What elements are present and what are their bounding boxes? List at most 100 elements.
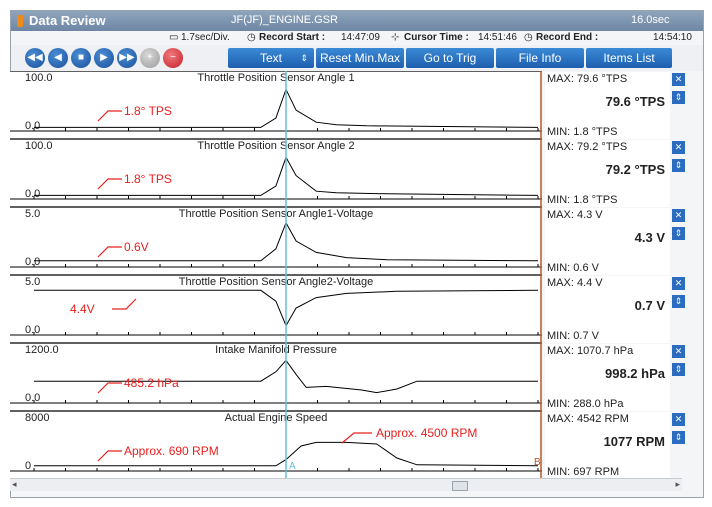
division-icon: ▭: [169, 32, 179, 43]
annotation-arrow: [97, 382, 122, 394]
panel-ymin-label: 0.0: [25, 392, 40, 404]
text-dropdown-label: Text: [259, 51, 282, 65]
annotation-label: Approx. 4500 RPM: [376, 426, 477, 440]
signal-trace: [34, 441, 539, 467]
reorder-item-icon[interactable]: ⇕: [672, 295, 685, 308]
annotation-label: 1.8° TPS: [124, 104, 172, 118]
annotation-label: 1.8° TPS: [124, 172, 172, 186]
panel-ymin-label: 0.0: [25, 256, 40, 268]
current-value: 4.3 V: [634, 230, 665, 245]
panel-ymin-label: 0: [25, 460, 31, 472]
clock-end-icon: ◷: [524, 32, 533, 43]
panel-title: Intake Manifold Pressure: [215, 344, 337, 356]
toolbar: ◀◀ ◀ ■ ▶ ▶▶ + − Text ⇕ Reset Min.Max Go …: [11, 45, 703, 71]
annotation-label: 4.4V: [70, 302, 95, 316]
remove-item-icon[interactable]: ✕: [672, 141, 685, 154]
panel-ymax-label: 5.0: [25, 208, 40, 220]
panel-ymax-label: 100.0: [25, 140, 53, 152]
clock-icon: ◷: [247, 32, 256, 43]
scroll-left-icon[interactable]: ◂: [12, 479, 17, 489]
cursor-marker-a: A: [289, 461, 296, 472]
fast-forward-icon[interactable]: ▶▶: [117, 48, 137, 68]
app-icon: [17, 15, 23, 27]
reorder-item-icon[interactable]: ⇕: [672, 431, 685, 444]
panel-ymin-label: 0.0: [25, 324, 40, 336]
record-info-bar: ▭ 1.7sec/Div. ◷ Record Start : 14:47:09 …: [11, 31, 703, 45]
signal-trace: [34, 289, 539, 327]
panel-ymax-label: 8000: [25, 412, 49, 424]
panel-title: Throttle Position Sensor Angle1-Voltage: [179, 208, 373, 220]
record-start-label: Record Start :: [259, 32, 326, 43]
remove-item-icon[interactable]: ✕: [672, 277, 685, 290]
max-value: MAX: 4.3 V: [547, 209, 603, 221]
cursor-icon: ⊹: [391, 32, 400, 43]
record-duration: 16.0sec: [631, 14, 670, 26]
remove-item-icon[interactable]: ✕: [672, 413, 685, 426]
max-value: MAX: 4542 RPM: [547, 413, 629, 425]
max-value: MAX: 79.6 °TPS: [547, 73, 628, 85]
panel-ymax-label: 100.0: [25, 72, 53, 84]
remove-item-icon[interactable]: ✕: [672, 209, 685, 222]
data-graph-area[interactable]: 100.0 0.0 Throttle Position Sensor Angle 1…: [10, 71, 542, 481]
zoom-out-icon[interactable]: −: [163, 48, 183, 68]
window-title: Data Review: [29, 13, 106, 28]
panel-title: Throttle Position Sensor Angle 1: [197, 72, 354, 84]
reorder-item-icon[interactable]: ⇕: [672, 91, 685, 104]
step-back-icon[interactable]: ◀: [48, 48, 68, 68]
file-name: JF(JF)_ENGINE.GSR: [231, 14, 338, 26]
scroll-thumb[interactable]: [452, 481, 468, 491]
remove-item-icon[interactable]: ✕: [672, 345, 685, 358]
min-value: MIN: 0.6 V: [547, 262, 599, 274]
reorder-item-icon[interactable]: ⇕: [672, 159, 685, 172]
annotation-arrow: [97, 178, 122, 190]
max-value: MAX: 79.2 °TPS: [547, 141, 628, 153]
panel-ymax-label: 5.0: [25, 276, 40, 288]
current-value: 79.2 °TPS: [605, 162, 665, 177]
signal-trace: [34, 221, 539, 262]
min-value: MIN: 0.7 V: [547, 330, 599, 342]
go-to-trig-button[interactable]: Go to Trig: [406, 48, 494, 68]
reset-minmax-button[interactable]: Reset Min.Max: [316, 48, 404, 68]
items-list-button[interactable]: Items List: [586, 48, 672, 68]
file-info-button[interactable]: File Info: [496, 48, 584, 68]
panel-ymax-label: 1200.0: [25, 344, 59, 356]
value-panel: MAX: 79.6 °TPS 79.6 °TPS MIN: 1.8 °TPS: [545, 72, 670, 139]
panel-title: Actual Engine Speed: [225, 412, 328, 424]
reorder-item-icon[interactable]: ⇕: [672, 363, 685, 376]
annotation-label: 485.2 hPa: [124, 376, 179, 390]
remove-item-icon[interactable]: ✕: [672, 73, 685, 86]
annotation-label: Approx. 690 RPM: [124, 444, 219, 458]
cursor-time-value: 14:51:46: [478, 32, 517, 43]
min-value: MIN: 1.8 °TPS: [547, 126, 618, 138]
rewind-icon[interactable]: ◀◀: [25, 48, 45, 68]
time-division: 1.7sec/Div.: [181, 32, 230, 43]
scroll-right-icon[interactable]: ▸: [675, 479, 680, 489]
current-value: 1077 RPM: [603, 434, 665, 449]
annotation-label: 0.6V: [124, 240, 149, 254]
play-icon[interactable]: ▶: [94, 48, 114, 68]
value-panel: MAX: 4.3 V 4.3 V MIN: 0.6 V: [545, 208, 670, 275]
text-dropdown[interactable]: Text ⇕: [228, 48, 314, 68]
min-value: MIN: 1.8 °TPS: [547, 194, 618, 206]
dropdown-arrow-icon: ⇕: [300, 53, 308, 63]
current-value: 998.2 hPa: [605, 366, 665, 381]
annotation-arrow: [97, 110, 122, 122]
annotation-arrow: [97, 246, 122, 258]
annotation-arrow: [341, 432, 372, 444]
reorder-item-icon[interactable]: ⇕: [672, 227, 685, 240]
horizontal-scrollbar[interactable]: ◂ ▸: [10, 478, 682, 491]
value-panel: MAX: 4542 RPM 1077 RPM MIN: 697 RPM: [545, 412, 670, 479]
signal-trace: [34, 156, 539, 196]
cursor-time-label: Cursor Time :: [404, 32, 469, 43]
annotation-arrow: [112, 298, 137, 310]
zoom-in-icon[interactable]: +: [140, 48, 160, 68]
title-bar: Data Review JF(JF)_ENGINE.GSR 16.0sec: [11, 11, 703, 31]
max-value: MAX: 4.4 V: [547, 277, 603, 289]
stop-icon[interactable]: ■: [71, 48, 91, 68]
current-value: 0.7 V: [634, 298, 665, 313]
value-panel: MAX: 1070.7 hPa 998.2 hPa MIN: 288.0 hPa: [545, 344, 670, 411]
annotation-arrow: [97, 450, 122, 462]
min-value: MIN: 288.0 hPa: [547, 398, 624, 410]
panel-title: Throttle Position Sensor Angle2-Voltage: [179, 276, 373, 288]
current-value: 79.6 °TPS: [605, 94, 665, 109]
